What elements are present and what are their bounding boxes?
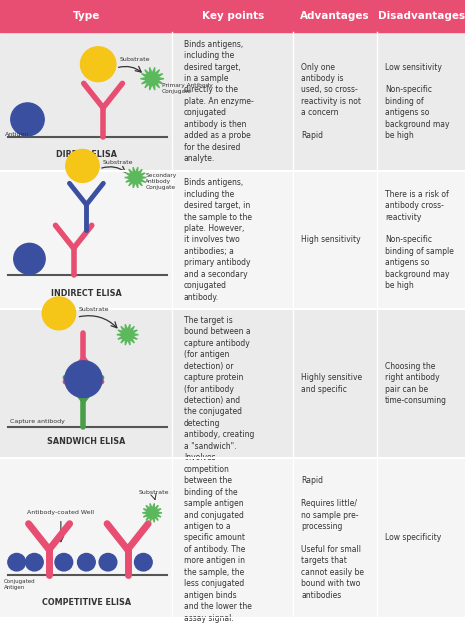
Circle shape [81, 47, 116, 82]
Bar [0, 171, 465, 309]
Text: Substrate: Substrate [79, 307, 109, 312]
Circle shape [55, 553, 73, 571]
Circle shape [14, 243, 45, 274]
Text: Binds antigens,
including the
desired target, in
the sample to the
plate. Howeve: Binds antigens, including the desired ta… [184, 178, 252, 302]
Circle shape [78, 553, 95, 571]
Circle shape [26, 553, 43, 571]
Text: DIRECT ELISA: DIRECT ELISA [55, 150, 117, 159]
Bar [0, 458, 465, 619]
Bar [0, 309, 465, 458]
Text: Substrate: Substrate [120, 57, 150, 62]
Text: Capture antibody: Capture antibody [10, 419, 64, 424]
Text: Key points: Key points [201, 11, 264, 21]
Text: Low specificity: Low specificity [385, 534, 441, 543]
Text: Antigen: Antigen [5, 132, 29, 137]
Text: Low sensitivity

Non-specific
binding of
antigens so
background may
be high: Low sensitivity Non-specific binding of … [385, 63, 449, 140]
Text: Choosing the
right antibody
pair can be
time-consuming: Choosing the right antibody pair can be … [385, 362, 447, 405]
Text: Substrate: Substrate [103, 160, 134, 165]
Text: Highly sensitive
and specific: Highly sensitive and specific [301, 373, 362, 394]
Circle shape [8, 553, 26, 571]
Text: Conjugated
Antigen: Conjugated Antigen [4, 579, 36, 590]
Text: High sensitivity: High sensitivity [301, 235, 361, 244]
Bar [0, 32, 465, 171]
Text: Rapid

Requires little/
no sample pre-
processing

Useful for small
targets that: Rapid Requires little/ no sample pre- pr… [301, 476, 364, 599]
Text: Substrate: Substrate [139, 490, 169, 495]
Text: COMPETITIVE ELISA: COMPETITIVE ELISA [42, 597, 131, 606]
Text: Primary Antibody
Conjugate: Primary Antibody Conjugate [162, 82, 213, 94]
Circle shape [11, 103, 44, 136]
Polygon shape [117, 324, 138, 345]
Circle shape [65, 361, 102, 397]
Text: Disadvantages: Disadvantages [378, 11, 465, 21]
Text: Type: Type [73, 11, 100, 21]
Circle shape [42, 297, 75, 330]
Text: SANDWICH ELISA: SANDWICH ELISA [47, 437, 125, 446]
Text: INDIRECT ELISA: INDIRECT ELISA [51, 289, 121, 298]
Polygon shape [142, 504, 162, 522]
Text: Binds antigens,
including the
desired target,
in a sample
directly to the
plate.: Binds antigens, including the desired ta… [184, 40, 254, 163]
Text: Antibody-coated Well: Antibody-coated Well [27, 510, 94, 515]
Circle shape [135, 553, 152, 571]
Text: Secondary
Antibody
Conjugate: Secondary Antibody Conjugate [146, 173, 176, 190]
Circle shape [66, 150, 99, 182]
Text: Advantages: Advantages [300, 11, 370, 21]
Polygon shape [140, 67, 164, 90]
Text: There is a risk of
antibody cross-
reactivity

Non-specific
binding of sample
an: There is a risk of antibody cross- react… [385, 190, 454, 290]
Bar [0, 0, 465, 32]
Text: Only one
antibody is
used, so cross-
reactivity is not
a concern

Rapid: Only one antibody is used, so cross- rea… [301, 63, 361, 140]
Text: The target is
bound between a
capture antibody
(for antigen
detection) or
captur: The target is bound between a capture an… [184, 316, 255, 451]
Text: Involves
competition
between the
binding of the
sample antigen
and conjugated
an: Involves competition between the binding… [184, 453, 252, 622]
Polygon shape [125, 167, 146, 188]
Circle shape [99, 553, 117, 571]
